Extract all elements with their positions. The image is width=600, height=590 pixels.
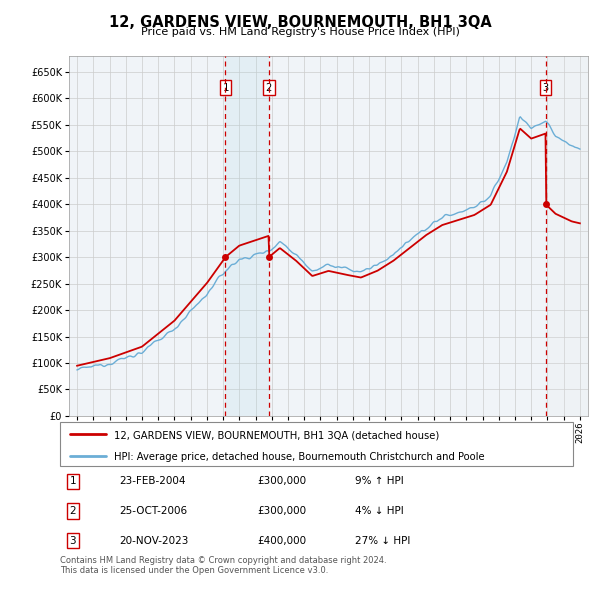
Text: 12, GARDENS VIEW, BOURNEMOUTH, BH1 3QA: 12, GARDENS VIEW, BOURNEMOUTH, BH1 3QA [109,15,491,30]
Bar [226,56,269,416]
Text: £300,000: £300,000 [257,506,307,516]
Text: Price paid vs. HM Land Registry's House Price Index (HPI): Price paid vs. HM Land Registry's House … [140,27,460,37]
Text: HPI: Average price, detached house, Bournemouth Christchurch and Poole: HPI: Average price, detached house, Bour… [114,453,484,462]
Text: 1: 1 [70,477,76,487]
Text: 3: 3 [542,83,549,93]
Text: 27% ↓ HPI: 27% ↓ HPI [355,536,410,546]
Text: 25-OCT-2006: 25-OCT-2006 [119,506,187,516]
Text: 12, GARDENS VIEW, BOURNEMOUTH, BH1 3QA (detached house): 12, GARDENS VIEW, BOURNEMOUTH, BH1 3QA (… [114,430,439,440]
Bar [545,56,588,416]
Text: 4% ↓ HPI: 4% ↓ HPI [355,506,404,516]
Text: 1: 1 [222,83,229,93]
Text: £400,000: £400,000 [257,536,307,546]
Text: 2: 2 [70,506,76,516]
Text: 2: 2 [266,83,272,93]
Text: This data is licensed under the Open Government Licence v3.0.: This data is licensed under the Open Gov… [60,566,328,575]
Text: £300,000: £300,000 [257,477,307,487]
Text: 9% ↑ HPI: 9% ↑ HPI [355,477,404,487]
Text: 20-NOV-2023: 20-NOV-2023 [119,536,188,546]
Text: 23-FEB-2004: 23-FEB-2004 [119,477,185,487]
Text: Contains HM Land Registry data © Crown copyright and database right 2024.: Contains HM Land Registry data © Crown c… [60,556,386,565]
Text: 3: 3 [70,536,76,546]
FancyBboxPatch shape [60,422,573,466]
